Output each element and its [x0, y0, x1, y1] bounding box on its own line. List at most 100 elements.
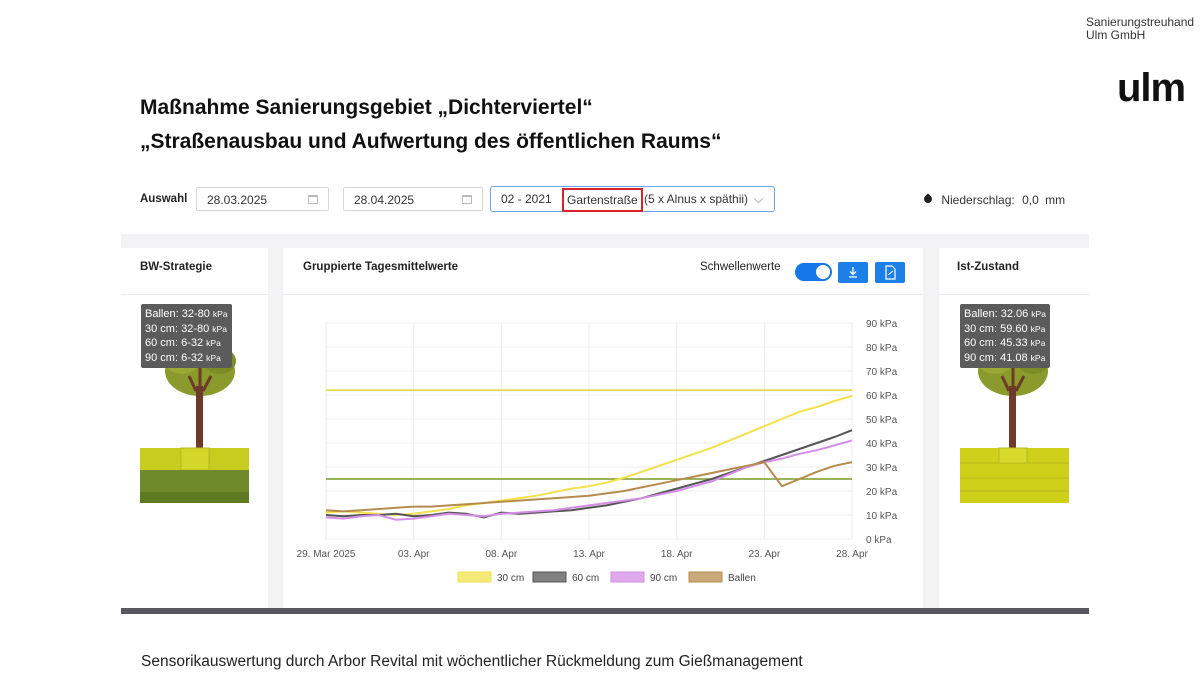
- organization-line-2: Ulm GmbH: [1086, 28, 1146, 42]
- street-highlight: Gartenstraße: [562, 188, 643, 212]
- app-screenshot: Auswahl 28.03.2025 28.04.2025 02 - 2021 …: [121, 166, 1089, 614]
- series-line-30-cm: [325, 395, 853, 516]
- x-tick-label: 18. Apr: [661, 549, 693, 560]
- slide-footer: Sensorikauswertung durch Arbor Revital m…: [141, 653, 803, 670]
- current-state-tooltip-unit: kPa: [1031, 309, 1046, 319]
- strategy-tooltip: Ballen: 32-80 kPa 30 cm: 32-80 kPa 60 cm: …: [141, 304, 232, 368]
- current-state-tooltip-row: 60 cm: 45.33 kPa: [964, 336, 1046, 351]
- chevron-down-icon[interactable]: [753, 193, 764, 204]
- soil-layer-middle: [140, 470, 249, 492]
- y-tick-label: 90 kPa: [866, 319, 898, 330]
- current-state-tooltip-label: 60 cm:: [964, 337, 1001, 349]
- current-state-tooltip: Ballen: 32.06 kPa 30 cm: 59.60 kPa 60 cm: …: [960, 304, 1050, 368]
- strategy-tooltip-value: 32-80: [181, 308, 213, 320]
- tree-select[interactable]: 02 - 2021 Gartenstraße (5 x Alnus x spät…: [490, 186, 775, 212]
- date-to-input[interactable]: 28.04.2025: [343, 187, 483, 211]
- current-state-tooltip-unit: kPa: [1030, 323, 1046, 334]
- chart-panel: Gruppierte Tagesmittelwerte Schwellenwer…: [283, 248, 923, 610]
- legend-swatch: [610, 571, 645, 583]
- divider: [283, 294, 923, 295]
- download-icon: [849, 267, 857, 278]
- current-state-tooltip-label: 30 cm:: [964, 322, 1001, 335]
- current-state-tooltip-label: Ballen:: [964, 308, 1001, 320]
- y-tick-label: 30 kPa: [866, 463, 898, 474]
- x-tick-label: 08. Apr: [485, 549, 517, 560]
- line-chart: 0 kPa 10 kPa 20 kPa 30 kPa 40 kPa 50 kPa 60 kP…: [297, 319, 898, 584]
- series-line-60-cm: [325, 429, 853, 519]
- tree-id: 02 - 2021: [501, 192, 552, 206]
- legend-label: 30 cm: [497, 573, 524, 584]
- precipitation-value: 0,0: [1022, 193, 1039, 207]
- strategy-tooltip-unit: kPa: [206, 352, 221, 363]
- legend-label: 60 cm: [572, 573, 599, 584]
- tree-species: (5 x Alnus x späthii): [644, 192, 749, 206]
- y-tick-label: 20 kPa: [866, 487, 898, 498]
- current-state-tooltip-value: 45.33: [1000, 337, 1031, 349]
- strategy-tooltip-value: 6-32: [181, 351, 207, 364]
- y-tick-label: 40 kPa: [866, 439, 898, 450]
- y-tick-label: 70 kPa: [866, 367, 898, 378]
- strategy-tooltip-label: 90 cm:: [145, 351, 182, 364]
- slide-title-line-2: „Straßenausbau und Aufwertung des öffent…: [140, 130, 722, 153]
- pdf-icon: [885, 265, 896, 280]
- x-tick-label: 28. Apr: [836, 549, 868, 560]
- current-state-title: Ist-Zustand: [957, 261, 1019, 273]
- x-tick-label: 03. Apr: [398, 549, 430, 560]
- current-state-tooltip-row: Ballen: 32.06 kPa: [964, 307, 1046, 322]
- tree-illustration: [960, 348, 1069, 503]
- drop-icon: [922, 193, 934, 205]
- chart-title: Gruppierte Tagesmittelwerte: [303, 261, 459, 273]
- organization-name: Sanierungstreuhand Ulm GmbH: [1086, 16, 1194, 42]
- strategy-tooltip-unit: kPa: [206, 338, 221, 348]
- y-tick-label: 60 kPa: [866, 391, 898, 402]
- date-from-input[interactable]: 28.03.2025: [196, 187, 329, 211]
- legend-swatch: [688, 571, 723, 583]
- divider: [121, 294, 268, 295]
- divider: [939, 294, 1089, 295]
- x-tick-label: 13. Apr: [573, 549, 605, 560]
- strategy-tooltip-label: Ballen:: [145, 308, 182, 320]
- date-to-value: 28.04.2025: [354, 193, 415, 207]
- strategy-tooltip-value: 6-32: [181, 337, 207, 349]
- current-state-panel: Ist-Zustand Ballen: 32.06 kPa 30 cm: 59.6…: [939, 248, 1089, 610]
- x-tick-label: 29. Mar 2025: [297, 549, 356, 560]
- current-state-tooltip-value: 41.08: [1000, 351, 1031, 364]
- current-state-tooltip-value: 32.06: [1000, 308, 1032, 320]
- strategy-tooltip-unit: kPa: [212, 309, 228, 319]
- current-state-tooltip-row: 30 cm: 59.60 kPa: [964, 322, 1046, 337]
- precipitation-readout: Niederschlag: 0,0 mm: [922, 193, 1065, 207]
- strategy-tooltip-row: 30 cm: 32-80 kPa: [145, 322, 228, 337]
- legend-swatch: [457, 571, 492, 583]
- legend-label: Ballen: [728, 573, 756, 584]
- download-button[interactable]: [838, 262, 868, 283]
- y-tick-label: 50 kPa: [866, 415, 898, 426]
- strategy-tooltip-label: 60 cm:: [145, 337, 182, 349]
- threshold-label: Schwellenwerte: [700, 261, 781, 273]
- screenshot-bottom-border: [121, 608, 1089, 614]
- organization-line-1: Sanierungstreuhand: [1086, 15, 1195, 29]
- strategy-tooltip-value: 32-80: [181, 322, 213, 335]
- calendar-icon[interactable]: [308, 195, 318, 204]
- y-tick-label: 80 kPa: [866, 343, 898, 354]
- pdf-button[interactable]: [875, 262, 905, 283]
- current-state-tooltip-row: 90 cm: 41.08 kPa: [964, 351, 1046, 366]
- strategy-tooltip-row: Ballen: 32-80 kPa: [145, 307, 228, 322]
- current-state-tooltip-unit: kPa: [1030, 352, 1046, 363]
- tree-trunk: [196, 386, 203, 448]
- soil-layer-bottom: [140, 492, 249, 503]
- date-from-value: 28.03.2025: [207, 193, 268, 207]
- strategy-tooltip-row: 60 cm: 6-32 kPa: [145, 336, 228, 351]
- threshold-toggle[interactable]: [795, 263, 832, 281]
- precipitation-label: Niederschlag:: [941, 193, 1015, 207]
- tree-illustration: [140, 348, 249, 503]
- current-state-tooltip-label: 90 cm:: [964, 351, 1001, 364]
- ulm-logo: ulm: [1117, 66, 1186, 110]
- tree-trunk: [1009, 386, 1016, 448]
- current-state-tooltip-value: 59.60: [1000, 322, 1031, 335]
- calendar-icon[interactable]: [462, 195, 472, 204]
- legend-swatch: [532, 571, 567, 583]
- strategy-panel: BW-Strategie Ballen: 32-80 kPa 30 cm: 32-…: [121, 248, 268, 610]
- series-line-ballen: [325, 461, 853, 513]
- filter-bar: Auswahl 28.03.2025 28.04.2025 02 - 2021 …: [121, 166, 1089, 234]
- strategy-panel-title: BW-Strategie: [140, 261, 212, 273]
